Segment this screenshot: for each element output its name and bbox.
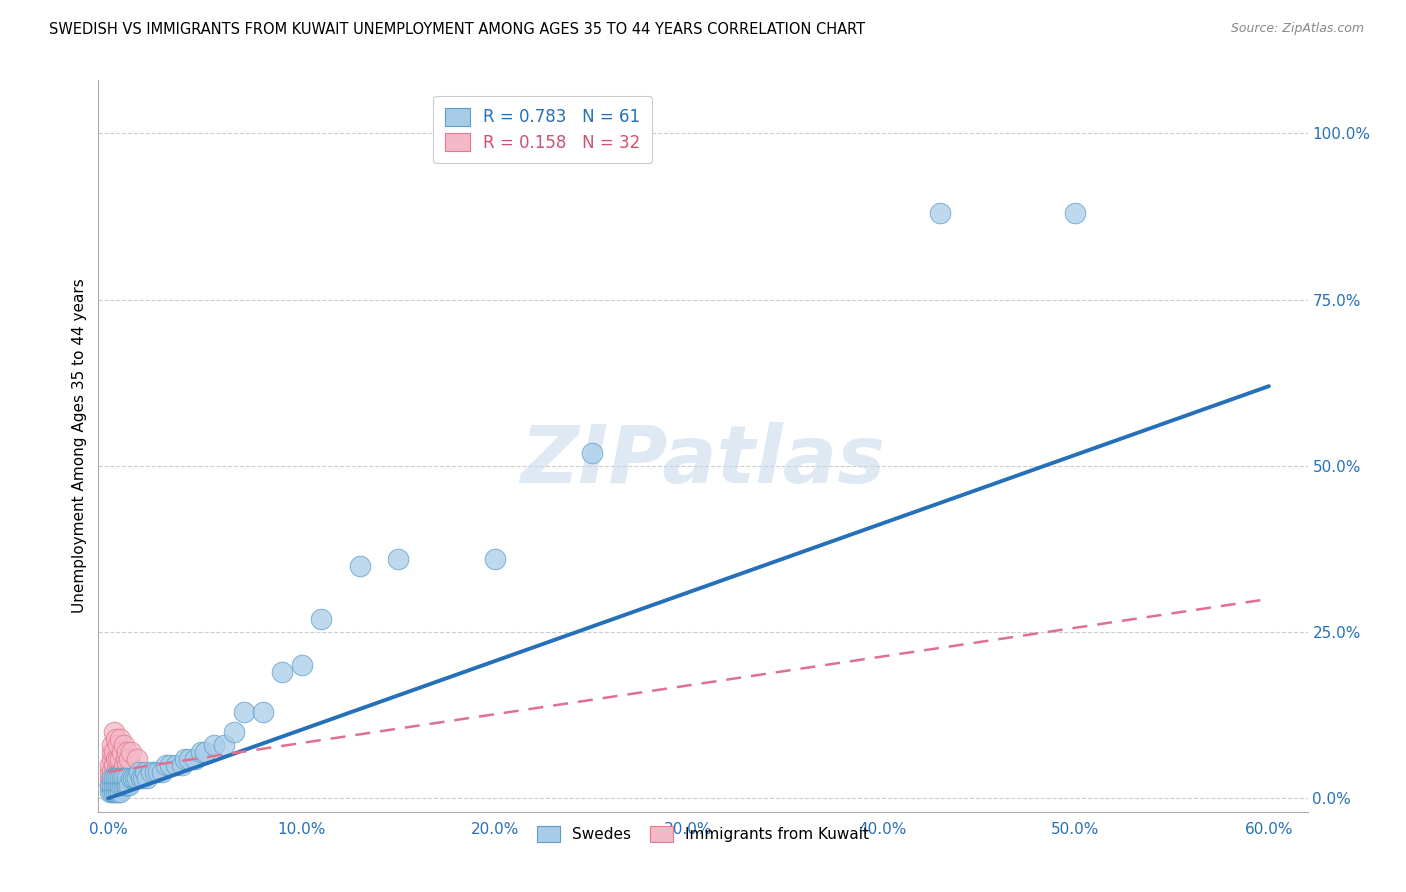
Point bbox=[103, 745, 125, 759]
Point bbox=[117, 745, 139, 759]
Point bbox=[114, 751, 136, 765]
Point bbox=[112, 738, 135, 752]
Point bbox=[150, 764, 173, 779]
Point bbox=[222, 725, 245, 739]
Point bbox=[179, 751, 201, 765]
Point bbox=[112, 778, 135, 792]
Text: Source: ZipAtlas.com: Source: ZipAtlas.com bbox=[1230, 22, 1364, 36]
Point bbox=[349, 558, 371, 573]
Point bbox=[232, 705, 254, 719]
Point bbox=[103, 785, 125, 799]
Point bbox=[132, 772, 155, 786]
Point bbox=[484, 552, 506, 566]
Point bbox=[112, 772, 135, 786]
Point bbox=[107, 772, 129, 786]
Point bbox=[581, 445, 603, 459]
Point bbox=[104, 772, 127, 786]
Point bbox=[929, 206, 952, 220]
Point bbox=[204, 738, 226, 752]
Point bbox=[108, 764, 131, 779]
Point bbox=[107, 751, 129, 765]
Point bbox=[128, 764, 150, 779]
Point bbox=[111, 764, 134, 779]
Point bbox=[103, 772, 125, 786]
Point bbox=[120, 745, 142, 759]
Point bbox=[1064, 206, 1087, 220]
Point bbox=[387, 552, 409, 566]
Point bbox=[111, 772, 134, 786]
Point bbox=[165, 758, 187, 772]
Point bbox=[194, 745, 217, 759]
Point bbox=[148, 764, 170, 779]
Point bbox=[120, 772, 142, 786]
Point bbox=[103, 778, 125, 792]
Point bbox=[98, 785, 121, 799]
Point bbox=[114, 778, 136, 792]
Point bbox=[101, 764, 124, 779]
Point bbox=[117, 778, 139, 792]
Point bbox=[309, 612, 332, 626]
Point bbox=[101, 745, 124, 759]
Point bbox=[124, 772, 146, 786]
Point bbox=[101, 751, 124, 765]
Point bbox=[107, 772, 129, 786]
Point bbox=[135, 772, 157, 786]
Point bbox=[108, 751, 131, 765]
Point bbox=[98, 778, 121, 792]
Point bbox=[118, 778, 141, 792]
Point bbox=[290, 658, 312, 673]
Point bbox=[108, 785, 131, 799]
Point bbox=[108, 772, 131, 786]
Point bbox=[111, 778, 134, 792]
Point bbox=[174, 751, 197, 765]
Text: ZIPatlas: ZIPatlas bbox=[520, 422, 886, 500]
Text: SWEDISH VS IMMIGRANTS FROM KUWAIT UNEMPLOYMENT AMONG AGES 35 TO 44 YEARS CORRELA: SWEDISH VS IMMIGRANTS FROM KUWAIT UNEMPL… bbox=[49, 22, 865, 37]
Point bbox=[129, 772, 152, 786]
Point bbox=[98, 758, 121, 772]
Point bbox=[155, 758, 177, 772]
Point bbox=[101, 785, 124, 799]
Point bbox=[117, 758, 139, 772]
Point bbox=[104, 778, 127, 792]
Point bbox=[252, 705, 274, 719]
Point bbox=[101, 772, 124, 786]
Point bbox=[108, 778, 131, 792]
Point bbox=[143, 764, 166, 779]
Point bbox=[98, 764, 121, 779]
Point bbox=[111, 745, 134, 759]
Point bbox=[122, 772, 145, 786]
Point bbox=[271, 665, 294, 679]
Point bbox=[107, 738, 129, 752]
Point bbox=[118, 751, 141, 765]
Point bbox=[190, 745, 212, 759]
Point bbox=[103, 758, 125, 772]
Point bbox=[107, 778, 129, 792]
Point bbox=[184, 751, 207, 765]
Point bbox=[101, 738, 124, 752]
Point bbox=[104, 764, 127, 779]
Point bbox=[104, 785, 127, 799]
Point bbox=[101, 778, 124, 792]
Y-axis label: Unemployment Among Ages 35 to 44 years: Unemployment Among Ages 35 to 44 years bbox=[72, 278, 87, 614]
Point bbox=[212, 738, 235, 752]
Point bbox=[104, 731, 127, 746]
Point bbox=[101, 778, 124, 792]
Point bbox=[170, 758, 193, 772]
Point bbox=[108, 731, 131, 746]
Point bbox=[117, 772, 139, 786]
Legend: Swedes, Immigrants from Kuwait: Swedes, Immigrants from Kuwait bbox=[531, 820, 875, 848]
Point bbox=[107, 785, 129, 799]
Point bbox=[112, 758, 135, 772]
Point bbox=[127, 751, 149, 765]
Point bbox=[104, 751, 127, 765]
Point bbox=[98, 772, 121, 786]
Point bbox=[103, 725, 125, 739]
Point bbox=[139, 764, 162, 779]
Point bbox=[134, 764, 156, 779]
Point bbox=[127, 772, 149, 786]
Point bbox=[159, 758, 181, 772]
Point bbox=[98, 778, 121, 792]
Point bbox=[103, 772, 125, 786]
